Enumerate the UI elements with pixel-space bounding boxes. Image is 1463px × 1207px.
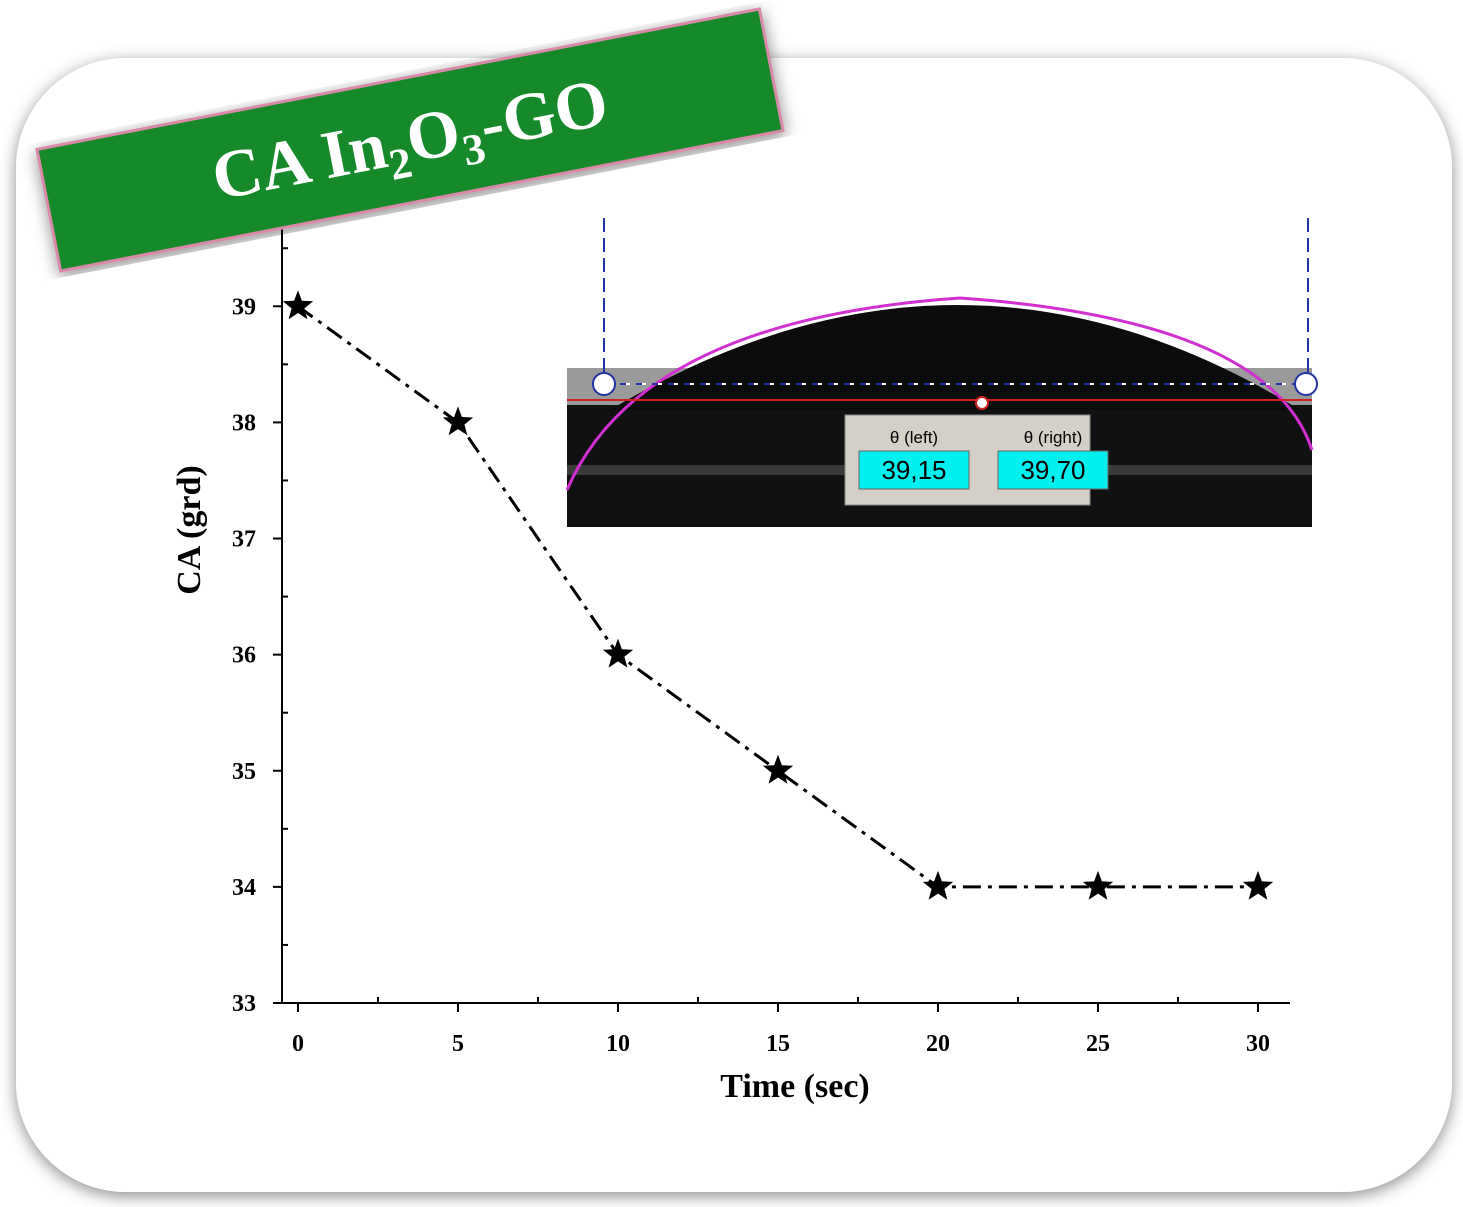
x-axis-label: Time (sec) [720, 1068, 869, 1105]
inset-right-value: 39,70 [1020, 455, 1085, 485]
point [282, 290, 314, 320]
point [602, 638, 634, 668]
inset-right-label: θ (right) [1024, 428, 1083, 447]
plot: 0 5 10 15 20 25 30 33 34 35 36 37 38 39 [232, 225, 1290, 1057]
banner: CA In2O3-GO [35, 7, 785, 273]
y-axis-label: CA (grd) [171, 465, 208, 594]
x-tick-label: 15 [766, 1031, 790, 1057]
x-tick-label: 25 [1086, 1031, 1110, 1057]
inset-left-value: 39,15 [881, 455, 946, 485]
point [922, 870, 954, 900]
point [762, 754, 794, 784]
y-tick-label: 33 [232, 991, 256, 1017]
point [1242, 870, 1274, 900]
x-tick-label: 0 [292, 1031, 304, 1057]
y-tick-label: 37 [232, 527, 256, 553]
inset-left-label: θ (left) [890, 428, 938, 447]
point [442, 406, 474, 436]
inset-photo: θ (left) θ (right) 39,15 39,70 [565, 218, 1318, 527]
point [1082, 870, 1114, 900]
x-tick-label: 30 [1246, 1031, 1270, 1057]
y-tick-label: 38 [232, 410, 256, 436]
y-tick-label: 34 [232, 875, 256, 901]
x-tick-label: 20 [926, 1031, 950, 1057]
x-tick-label: 10 [606, 1031, 630, 1057]
y-tick-label: 35 [232, 759, 256, 785]
x-tick-label: 5 [452, 1031, 464, 1057]
y-tick-label: 39 [232, 294, 256, 320]
y-tick-label: 36 [232, 643, 256, 669]
